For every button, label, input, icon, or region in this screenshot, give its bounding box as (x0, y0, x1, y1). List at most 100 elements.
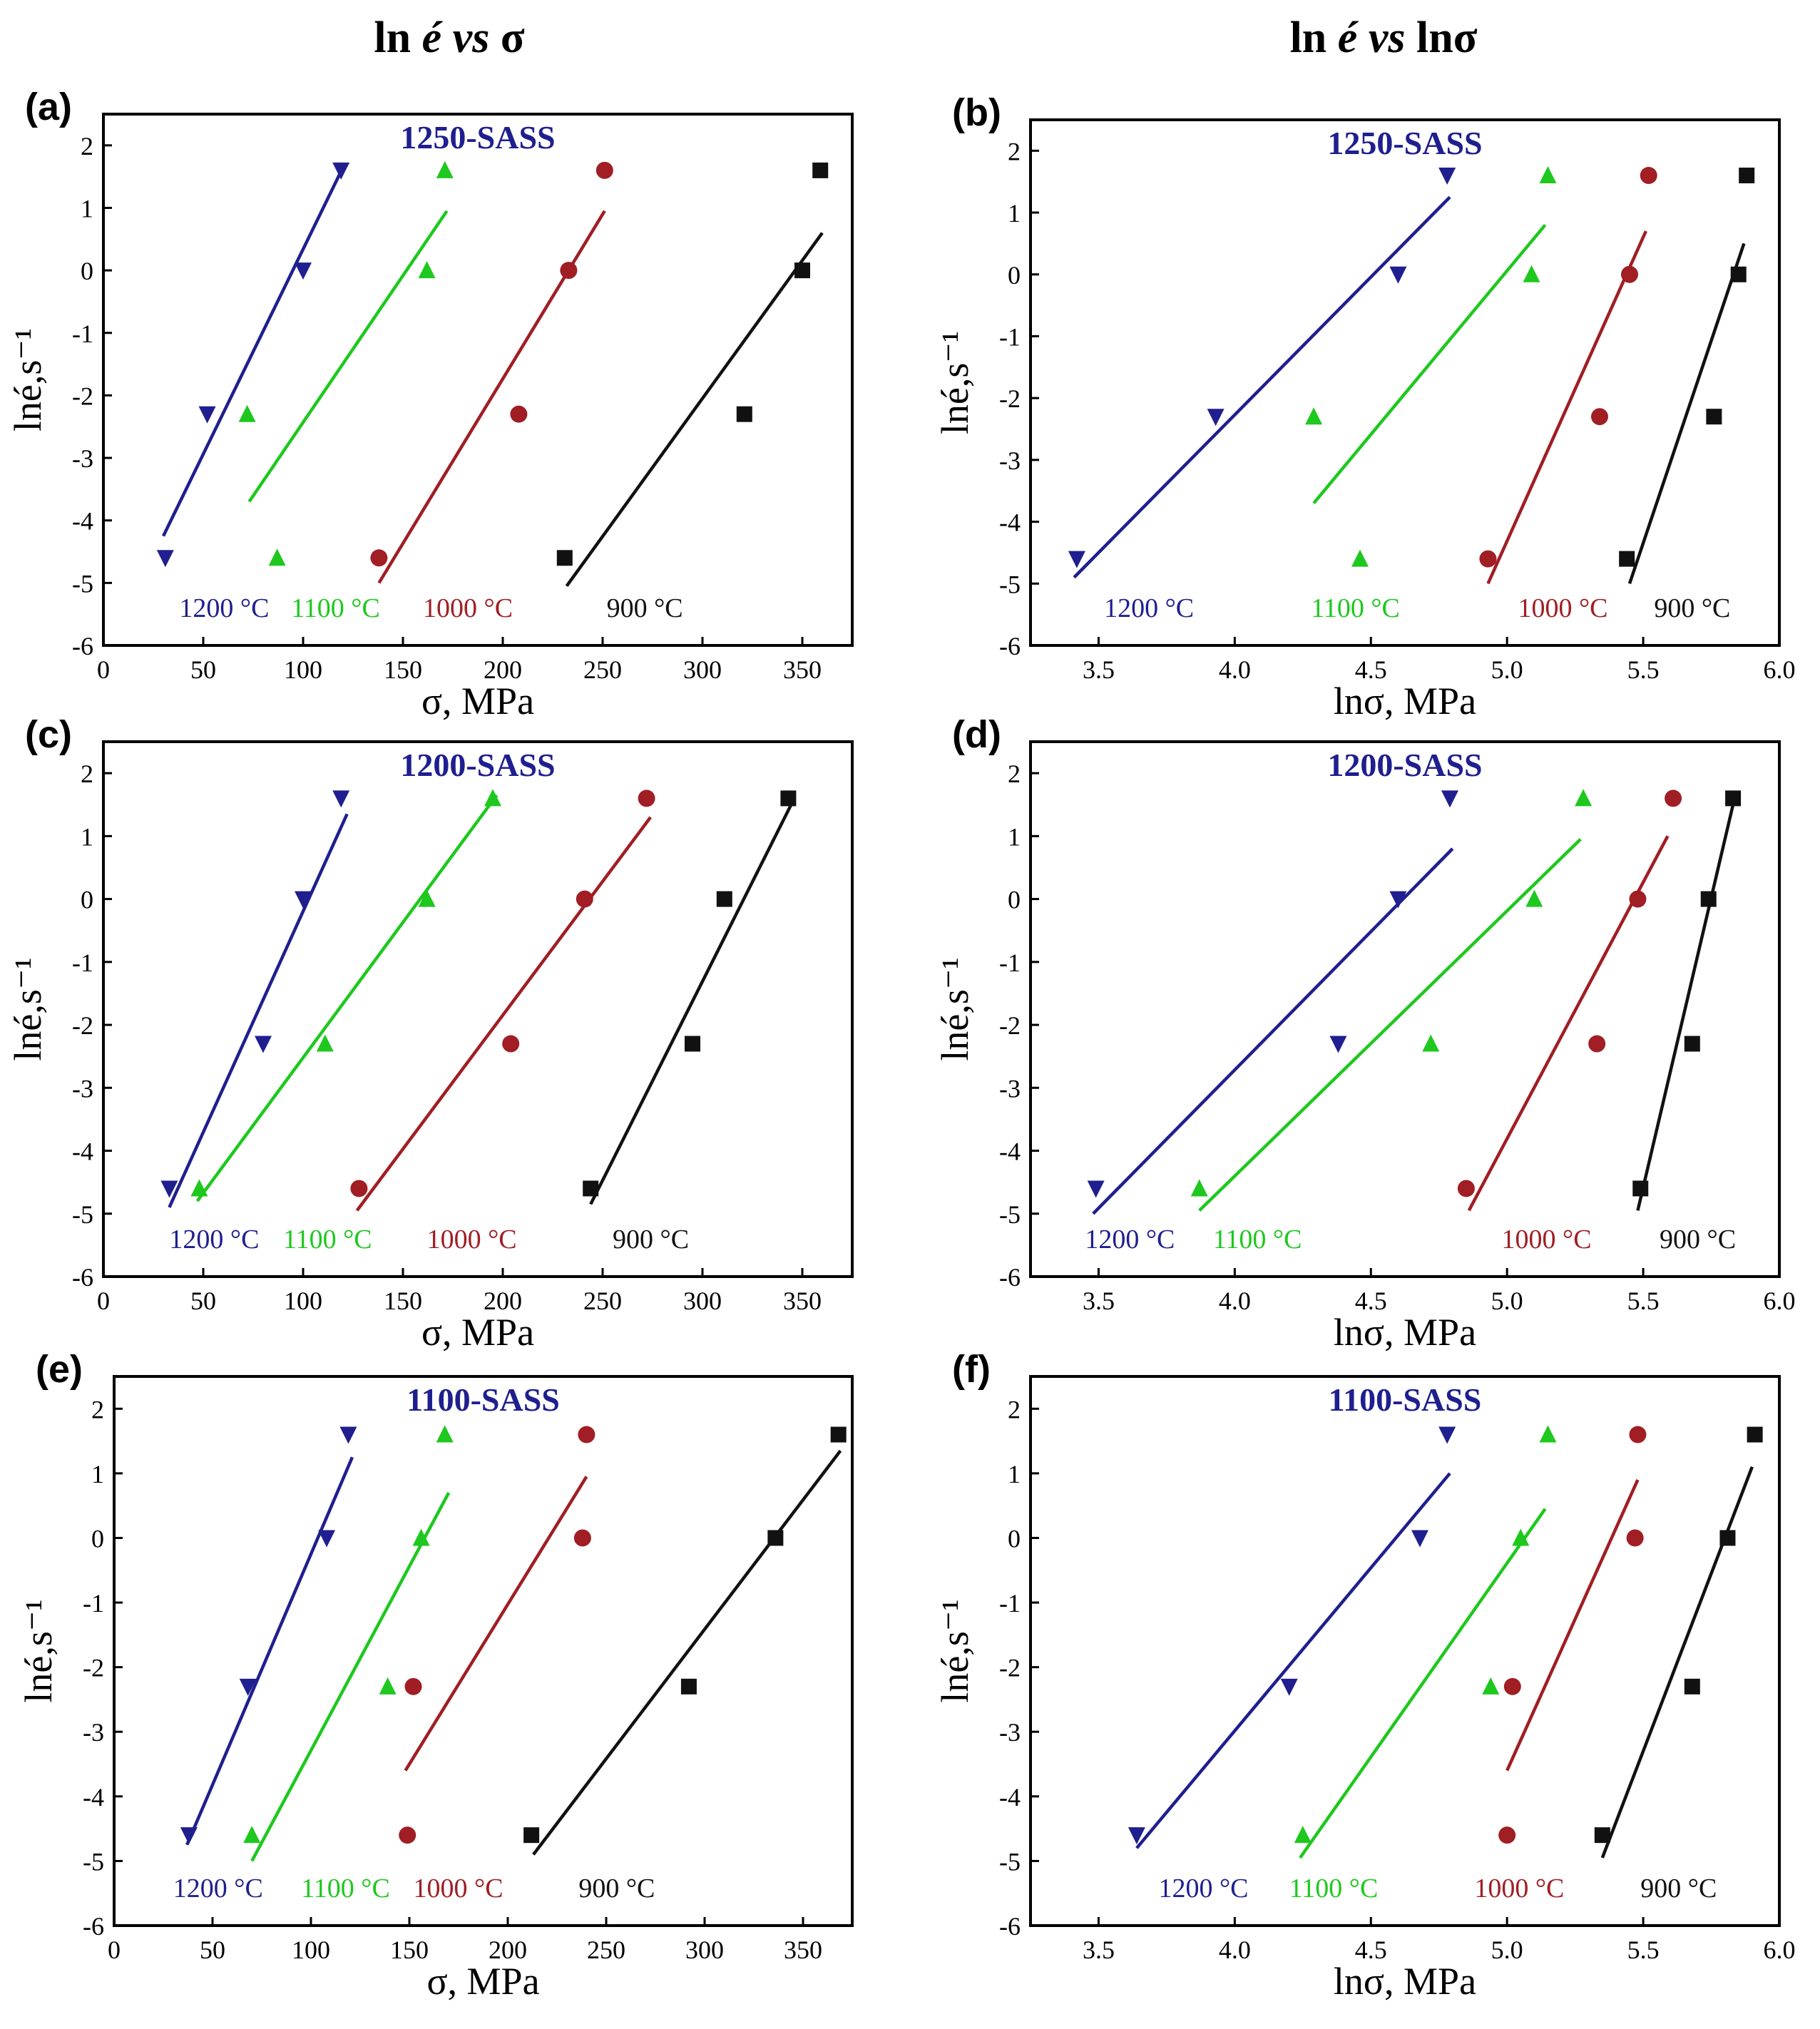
fit-line-1100 (250, 1491, 451, 1862)
series-label-1200: 1200 °C (173, 1874, 263, 1903)
data-point-1100 (1539, 1425, 1557, 1443)
y-tick-label: -2 (999, 1654, 1021, 1682)
data-point-1000 (1640, 167, 1657, 185)
series-1200: 1200 °C (156, 162, 350, 623)
y-tick-label: -6 (72, 1263, 93, 1292)
y-tick-label: 0 (1008, 1524, 1021, 1553)
x-tick-label: 50 (190, 655, 216, 684)
data-point-900 (1719, 1530, 1736, 1546)
fit-line-1100 (1299, 1508, 1547, 1859)
x-tick-label: 6.0 (1764, 655, 1796, 684)
data-point-1100 (268, 548, 286, 566)
fit-line-1200 (168, 813, 349, 1208)
panel-label: (f) (952, 1348, 991, 1391)
fit-line-900 (1636, 804, 1735, 1211)
data-point-1100 (379, 1677, 397, 1695)
y-tick-label: -1 (83, 1589, 104, 1617)
y-tick-label: 2 (81, 760, 93, 788)
data-point-1100 (238, 404, 256, 422)
y-tick-label: -2 (83, 1654, 104, 1682)
data-point-1000 (1621, 265, 1638, 283)
data-point-1200 (198, 406, 216, 424)
series-1100: 1100 °C (190, 789, 501, 1254)
x-tick-label: 350 (784, 1936, 822, 1964)
data-point-1000 (1498, 1826, 1516, 1844)
series-label-1200: 1200 °C (1104, 593, 1194, 623)
plot-frame (1029, 1375, 1781, 1927)
y-tick-label: -1 (999, 322, 1021, 351)
x-tick-label: 250 (583, 655, 622, 684)
series-1200: 1200 °C (1068, 168, 1456, 623)
data-point-900 (1594, 1827, 1610, 1844)
fit-line-1200 (185, 1456, 354, 1846)
series-900: 900 °C (583, 790, 797, 1254)
data-point-1000 (573, 1529, 591, 1547)
data-point-1000 (1626, 1529, 1644, 1547)
x-tick-label: 350 (783, 655, 822, 684)
series-label-1100: 1100 °C (1289, 1874, 1379, 1903)
panel-label: (d) (952, 713, 1001, 756)
series-label-1000: 1000 °C (423, 593, 513, 623)
fit-line-900 (565, 232, 824, 588)
series-label-1200: 1200 °C (1158, 1874, 1248, 1903)
fit-line-1100 (195, 794, 499, 1202)
series-label-1000: 1000 °C (414, 1874, 503, 1903)
y-axis-label: lné,s⁻¹ (934, 331, 976, 434)
data-point-1200 (295, 262, 312, 280)
data-point-900 (1725, 790, 1742, 807)
data-point-1000 (1629, 1426, 1647, 1443)
series-label-1000: 1000 °C (427, 1225, 517, 1254)
chart-title: 1250-SASS (400, 119, 555, 155)
data-point-1000 (1588, 1035, 1606, 1053)
series-1000: 1000 °C (1479, 167, 1657, 623)
data-point-1100 (436, 160, 454, 178)
data-point-900 (1739, 168, 1755, 184)
data-point-900 (1632, 1180, 1649, 1197)
y-tick-label: 2 (1008, 137, 1021, 165)
data-point-900 (1706, 409, 1722, 425)
data-point-1200 (1280, 1678, 1298, 1696)
y-axis-label: lné,s⁻¹ (934, 957, 976, 1061)
data-point-1000 (595, 161, 613, 179)
data-point-1200 (318, 1530, 336, 1548)
y-tick-label: -4 (999, 1783, 1021, 1811)
y-tick-label: -5 (72, 569, 93, 598)
x-tick-label: 150 (390, 1936, 429, 1964)
y-tick-label: 0 (1008, 886, 1021, 914)
series-label-900: 900 °C (613, 1225, 689, 1254)
fit-line-1200 (161, 166, 345, 537)
data-point-1200 (1441, 790, 1458, 808)
x-tick-label: 200 (489, 1936, 527, 1964)
y-tick-label: -3 (83, 1718, 104, 1747)
data-point-1000 (560, 262, 578, 280)
data-point-1200 (239, 1678, 257, 1696)
y-tick-label: 0 (81, 257, 93, 285)
fit-line-1100 (1198, 838, 1582, 1212)
y-tick-label: -3 (999, 446, 1021, 475)
chart-title: 1100-SASS (1329, 1381, 1482, 1418)
series-label-1000: 1000 °C (1502, 1225, 1592, 1254)
x-tick-label: 0 (97, 1287, 110, 1315)
x-tick-label: 4.0 (1219, 655, 1251, 684)
x-tick-label: 6.0 (1764, 1287, 1796, 1315)
data-point-1200 (332, 162, 350, 180)
data-point-900 (794, 262, 810, 279)
x-tick-label: 3.5 (1083, 1287, 1115, 1315)
x-tick-label: 0 (108, 1936, 121, 1964)
y-tick-label: -4 (72, 507, 93, 536)
data-point-900 (1684, 1678, 1700, 1695)
x-tick-label: 5.0 (1491, 655, 1523, 684)
y-tick-label: -2 (72, 1011, 93, 1040)
y-tick-label: -5 (999, 1200, 1021, 1229)
data-point-1200 (160, 1180, 178, 1198)
data-point-1100 (1575, 789, 1592, 807)
y-tick-label: -5 (999, 570, 1021, 598)
data-point-900 (685, 1036, 700, 1052)
data-point-900 (523, 1827, 540, 1844)
data-point-1200 (339, 1426, 357, 1444)
fit-line-1200 (1092, 847, 1454, 1215)
series-1200: 1200 °C (1128, 1426, 1456, 1903)
series-label-1000: 1000 °C (1474, 1874, 1564, 1903)
chart-panel-d: 3.5 4.0 4.5 5.0 5.5 6.0 2 1 0 -1 -2 -3 -4 -5 -6 lnσ, MP… (934, 713, 1796, 1354)
